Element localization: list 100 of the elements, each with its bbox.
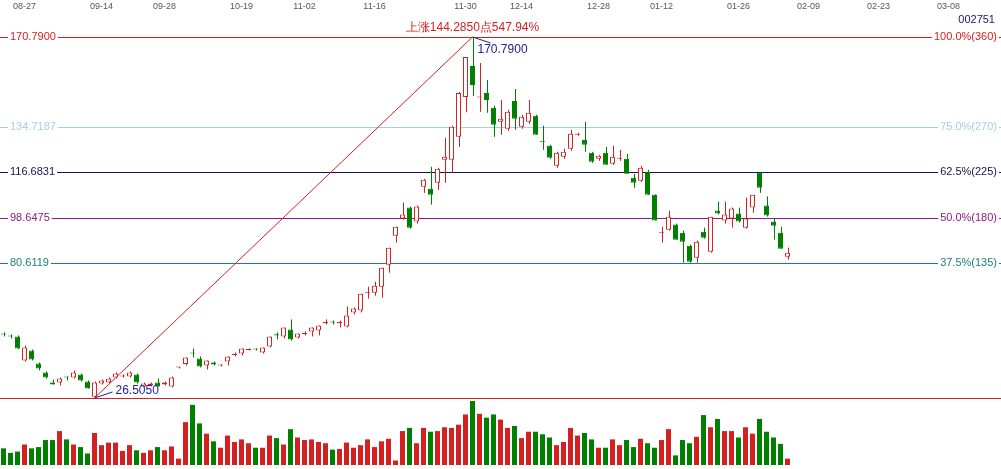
x-tick-label: 09-14 — [89, 1, 114, 12]
candlestick — [770, 218, 777, 241]
candlestick — [721, 201, 728, 225]
x-tick-label: 10-19 — [229, 1, 254, 12]
bar — [126, 445, 133, 465]
candlestick — [343, 305, 350, 328]
annotation: 50.0%(180) — [940, 210, 997, 223]
bar — [329, 449, 336, 465]
text: 上涨144.2850点547.94% — [405, 20, 540, 35]
x-tick-label: 02-23 — [866, 1, 891, 12]
candlestick — [567, 129, 574, 152]
ref-line-label: 134.7187 — [10, 120, 56, 133]
bar — [770, 437, 777, 465]
bar — [245, 443, 252, 465]
candlestick — [385, 247, 392, 274]
bar — [714, 418, 721, 465]
bar — [665, 429, 672, 465]
bar — [280, 444, 287, 465]
candlestick — [511, 88, 518, 131]
bar — [238, 439, 245, 465]
bar — [385, 438, 392, 465]
bar — [217, 447, 224, 465]
candlestick — [686, 244, 693, 264]
bar — [343, 442, 350, 465]
bar — [7, 452, 14, 465]
bar — [728, 431, 735, 465]
bar — [553, 445, 560, 465]
candlestick — [693, 240, 700, 264]
bar — [224, 435, 231, 465]
bar — [763, 431, 770, 465]
x-tick-label: 01-26 — [726, 1, 751, 12]
bar — [693, 436, 700, 465]
annotation: 100.0%(360) — [934, 30, 997, 43]
bar — [749, 433, 756, 465]
bar — [413, 443, 420, 465]
bar — [511, 425, 518, 465]
bar — [98, 445, 105, 465]
bar — [287, 429, 294, 465]
candlestick — [728, 207, 735, 229]
bar — [469, 401, 476, 465]
candlestick — [413, 205, 420, 225]
candlestick — [742, 197, 749, 230]
bar — [476, 413, 483, 465]
bar — [168, 446, 175, 465]
candlestick — [756, 171, 763, 194]
bar — [700, 415, 707, 465]
bar — [35, 447, 42, 465]
bar — [637, 438, 644, 465]
bar — [756, 418, 763, 465]
bar — [371, 447, 378, 465]
candlestick — [609, 145, 616, 166]
bar — [301, 440, 308, 465]
candlestick — [378, 267, 385, 299]
bar — [42, 440, 49, 465]
bar — [315, 441, 322, 465]
candlestick — [504, 109, 511, 132]
bar — [0, 448, 7, 465]
x-tick-label: 09-28 — [152, 1, 177, 12]
x-tick-label: 12-14 — [509, 1, 534, 12]
candlestick — [525, 99, 532, 125]
candlestick — [679, 230, 686, 264]
ref-line-label: 80.6119 — [10, 255, 49, 268]
bar — [602, 447, 609, 465]
bar — [119, 450, 126, 465]
bar — [532, 431, 539, 465]
bar — [140, 452, 147, 465]
bar — [595, 447, 602, 465]
bar — [497, 419, 504, 465]
x-tick-label: 11-30 — [454, 1, 477, 12]
x-tick-label: 11-02 — [293, 1, 316, 12]
candlestick — [651, 193, 658, 222]
bar — [455, 424, 462, 465]
bar — [91, 433, 98, 465]
bar — [679, 440, 686, 465]
bar — [21, 444, 28, 465]
bar — [518, 438, 525, 465]
bar — [336, 449, 343, 465]
x-tick-label: 03-08 — [936, 1, 961, 12]
bar — [567, 427, 574, 465]
bar — [742, 427, 749, 465]
bar — [546, 437, 553, 465]
candlestick — [483, 79, 490, 114]
bar — [49, 440, 56, 465]
bar — [462, 414, 469, 465]
annotation: 62.5%(225) — [940, 165, 997, 178]
bar — [308, 439, 315, 465]
candlestick — [441, 137, 448, 184]
candlestick — [434, 167, 441, 191]
bar — [189, 404, 196, 465]
bar — [147, 450, 154, 465]
x-tick-label: 08-27 — [12, 1, 37, 12]
bar — [658, 440, 665, 465]
bar — [588, 439, 595, 465]
bar — [210, 441, 217, 465]
bar — [161, 450, 168, 465]
bar — [273, 438, 280, 465]
bar — [364, 439, 371, 465]
candlestick — [665, 210, 672, 232]
bar — [357, 445, 364, 465]
bar — [623, 440, 630, 465]
